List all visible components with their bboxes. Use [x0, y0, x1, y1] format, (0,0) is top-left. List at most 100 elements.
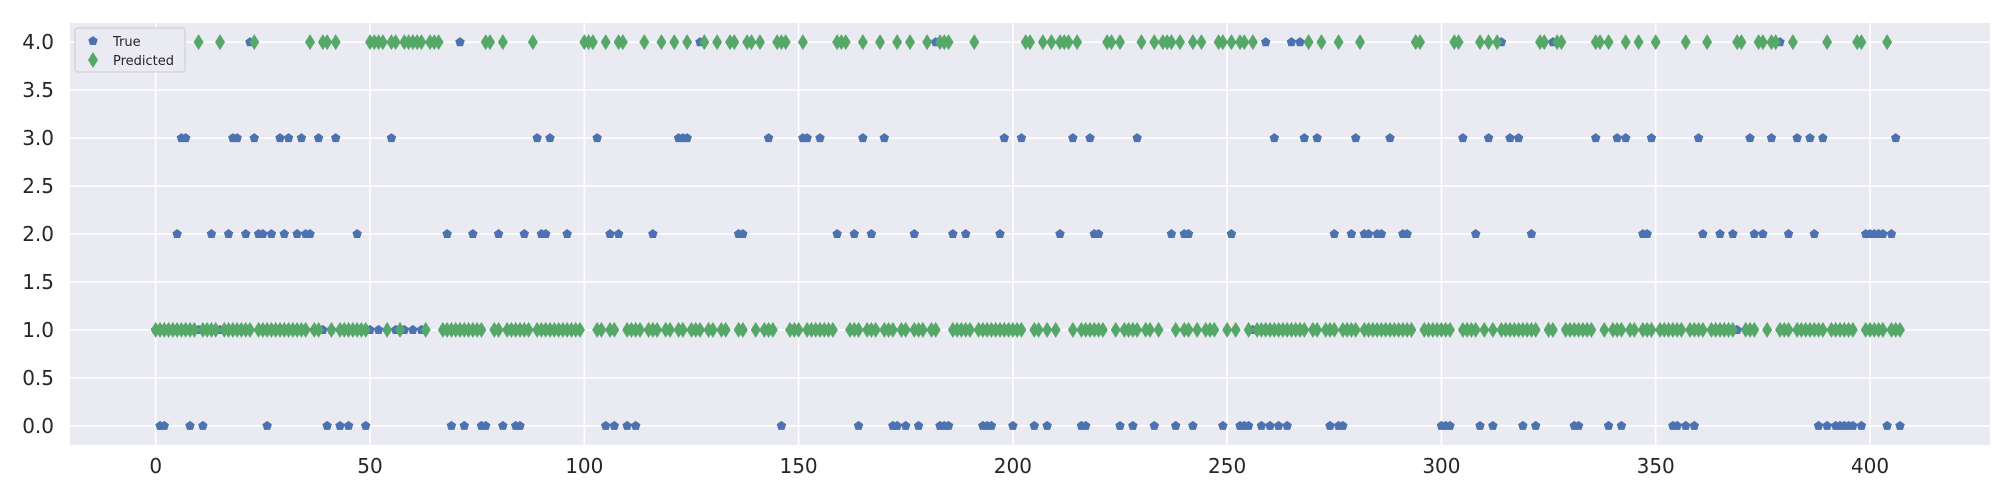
data-point-predicted [575, 321, 585, 338]
data-point-true [275, 133, 285, 143]
x-tick-label: 300 [1422, 454, 1460, 478]
data-point-true [442, 229, 452, 239]
data-point-predicted [840, 34, 851, 51]
data-point-true [909, 229, 920, 239]
data-point-predicted [245, 321, 255, 338]
data-point-true [1805, 133, 1815, 143]
data-point-true [1295, 37, 1305, 47]
data-point-predicted [682, 34, 693, 51]
data-point-predicted [669, 34, 680, 51]
legend: True Predicted [74, 27, 186, 73]
data-point-true [305, 229, 315, 239]
data-point-true [1402, 229, 1412, 239]
data-point-predicted [1067, 321, 1078, 338]
data-point-true [1128, 420, 1138, 430]
data-point-true [1603, 420, 1614, 430]
data-point-predicted [1539, 34, 1550, 51]
data-point-predicted [793, 321, 804, 338]
data-point-predicted [1599, 321, 1610, 338]
data-point-true [562, 229, 572, 239]
series-predicted [150, 34, 1905, 338]
data-point-predicted [1110, 321, 1121, 338]
data-point-true [386, 133, 397, 143]
data-point-predicted [707, 321, 718, 338]
data-point-predicted [1222, 321, 1233, 338]
series-true [150, 37, 1905, 430]
x-tick-label: 50 [357, 454, 382, 478]
data-point-true [1488, 420, 1498, 430]
data-point-predicted [1603, 34, 1614, 51]
legend-marker [88, 52, 98, 68]
data-point-true [832, 229, 842, 239]
data-point-true [1895, 420, 1905, 430]
data-point-true [1458, 133, 1468, 143]
data-point-predicted [1817, 321, 1828, 338]
data-point-predicted [652, 321, 663, 338]
data-point-predicted [1355, 34, 1365, 51]
data-point-predicted [249, 34, 260, 51]
data-point-true [1728, 229, 1738, 239]
data-point-true [1766, 133, 1777, 143]
data-point-true [960, 229, 971, 239]
data-point-predicted [1757, 34, 1768, 51]
data-point-predicted [476, 321, 487, 338]
data-point-predicted [1170, 321, 1181, 338]
data-point-true [1749, 229, 1760, 239]
data-point-predicted [360, 321, 371, 338]
x-tick-label: 350 [1637, 454, 1675, 478]
data-point-true [313, 133, 324, 143]
data-point-predicted [1329, 321, 1340, 338]
data-point-true [180, 133, 191, 143]
data-point-predicted [1106, 34, 1117, 51]
data-point-true [1385, 133, 1395, 143]
data-point-predicted [746, 34, 757, 51]
data-point-true [540, 229, 551, 239]
data-point-true [648, 229, 658, 239]
data-point-true [1856, 420, 1867, 430]
y-tick-label: 1.5 [22, 270, 54, 294]
data-point-predicted [330, 34, 341, 51]
data-point-true [1612, 133, 1622, 143]
data-point-predicted [1063, 34, 1074, 51]
data-point-true [948, 229, 958, 239]
data-point-true [1080, 420, 1091, 430]
data-point-predicted [767, 321, 778, 338]
data-point-predicted [1702, 34, 1713, 51]
data-point-true [498, 420, 508, 430]
data-point-predicted [313, 321, 324, 338]
data-point-true [600, 420, 611, 430]
data-point-predicted [1762, 321, 1773, 338]
data-point-predicted [1115, 34, 1125, 51]
data-point-predicted [1727, 321, 1738, 338]
data-point-true [1149, 420, 1160, 430]
data-point-predicted [433, 34, 444, 51]
data-point-predicted [1145, 321, 1155, 338]
x-tick-label: 0 [149, 454, 162, 478]
x-tick-label: 100 [565, 454, 603, 478]
data-point-true [1042, 420, 1052, 430]
data-point-true [1470, 229, 1481, 239]
data-point-true [1620, 133, 1631, 143]
data-point-true [1616, 420, 1627, 430]
data-point-true [1338, 420, 1348, 430]
data-point-predicted [1333, 34, 1344, 51]
data-point-predicted [1629, 321, 1640, 338]
data-point-predicted [523, 321, 534, 338]
data-point-true [258, 229, 268, 239]
data-point-true [1693, 133, 1704, 143]
data-point-predicted [485, 34, 495, 51]
data-point-true [1273, 420, 1284, 430]
data-point-predicted [377, 34, 388, 51]
data-point-true [1526, 229, 1537, 239]
data-point-predicted [1616, 321, 1627, 338]
data-point-predicted [635, 321, 645, 338]
data-point-predicted [1787, 34, 1798, 51]
data-point-true [198, 420, 208, 430]
data-point-predicted [1192, 321, 1203, 338]
data-point-predicted [943, 34, 954, 51]
data-point-predicted [1037, 34, 1048, 51]
data-point-predicted [1316, 34, 1327, 51]
data-point-predicted [900, 321, 911, 338]
data-point-true [900, 420, 911, 430]
data-point-true [1329, 229, 1340, 239]
